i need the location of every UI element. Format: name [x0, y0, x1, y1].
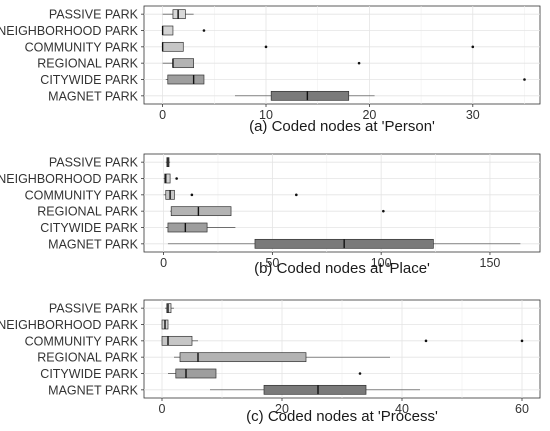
chart-title: (c) Coded nodes at 'Process' [246, 408, 438, 425]
chart-title: (a) Coded nodes at 'Person' [249, 118, 435, 135]
box-community-park [161, 41, 475, 52]
box-body [172, 9, 186, 20]
category-label-passive-park: PASSIVE PARK [49, 302, 139, 316]
x-tick-label: 30 [466, 108, 480, 122]
category-label-neighborhood-park: NEIGHBORHOOD PARK [0, 318, 139, 332]
box-community-park [163, 189, 298, 200]
outlier-point [357, 61, 361, 65]
outlier-point [358, 372, 362, 375]
category-label-neighborhood-park: NEIGHBORHOOD PARK [0, 24, 139, 38]
outlier-point [175, 177, 178, 180]
x-tick-label: 60 [515, 402, 529, 416]
x-tick-label: 150 [480, 256, 501, 270]
box-body [175, 368, 217, 379]
category-label-citywide-park: CITYWIDE PARK [40, 367, 138, 381]
box-body [179, 352, 307, 363]
category-label-community-park: COMMUNITY PARK [25, 40, 139, 54]
category-label-magnet-park: MAGNET PARK [48, 237, 138, 251]
category-label-magnet-park: MAGNET PARK [48, 89, 138, 103]
outlier-point [295, 193, 298, 197]
outlier-point [523, 78, 526, 81]
outlier-point [190, 193, 194, 197]
box-regional-park [162, 58, 361, 69]
category-label-citywide-park: CITYWIDE PARK [40, 73, 138, 87]
box-body [166, 303, 172, 314]
category-label-passive-park: PASSIVE PARK [49, 8, 139, 22]
category-label-citywide-park: CITYWIDE PARK [40, 221, 138, 235]
box-body [167, 222, 208, 233]
chart-panel-3: PASSIVE PARK NEIGHBORHOOD PARK COMMUNITY P… [0, 299, 541, 425]
box-neighborhood-park [163, 173, 178, 184]
box-passive-park [165, 303, 174, 314]
box-community-park [161, 335, 524, 346]
box-body [270, 90, 350, 101]
category-label-community-park: COMMUNITY PARK [25, 334, 139, 348]
box-body [167, 74, 205, 85]
x-tick-label: 100 [371, 256, 392, 270]
chart-title: (b) Coded nodes at 'Place' [254, 260, 430, 277]
category-label-community-park: COMMUNITY PARK [25, 188, 139, 202]
box-body [164, 173, 171, 184]
x-tick-label: 20 [362, 108, 376, 122]
plot-area [143, 5, 541, 105]
plot-area [143, 153, 541, 253]
x-tick-label: 0 [160, 256, 167, 270]
outlier-point [264, 45, 268, 49]
outlier-point [424, 339, 428, 343]
box-citywide-park [165, 74, 526, 85]
category-label-neighborhood-park: NEIGHBORHOOD PARK [0, 172, 139, 186]
category-label-regional-park: REGIONAL PARK [37, 57, 138, 71]
box-body [263, 384, 367, 395]
box-passive-park [165, 157, 171, 168]
category-label-magnet-park: MAGNET PARK [48, 383, 138, 397]
category-label-regional-park: REGIONAL PARK [37, 205, 138, 219]
x-tick-label: 0 [159, 402, 166, 416]
x-tick-label: 0 [159, 108, 166, 122]
x-tick-label: 40 [395, 402, 409, 416]
box-body [162, 25, 174, 36]
box-magnet-park [210, 384, 420, 395]
outlier-point [382, 209, 385, 213]
box-regional-park [170, 206, 385, 217]
x-tick-label: 50 [265, 256, 279, 270]
chart-panel-1: PASSIVE PARK NEIGHBORHOOD PARK COMMUNITY P… [0, 5, 541, 135]
box-neighborhood-park [161, 319, 169, 330]
box-regional-park [174, 352, 390, 363]
box-body [162, 41, 184, 52]
box-magnet-park [167, 238, 521, 249]
box-citywide-park [168, 368, 362, 379]
box-passive-park [162, 9, 194, 20]
box-body [161, 335, 193, 346]
chart-panel-2: PASSIVE PARK NEIGHBORHOOD PARK COMMUNITY P… [0, 153, 541, 277]
box-neighborhood-park [161, 25, 206, 36]
box-magnet-park [234, 90, 375, 101]
outlier-point [202, 29, 206, 32]
category-label-regional-park: REGIONAL PARK [37, 351, 138, 365]
category-label-passive-park: PASSIVE PARK [49, 156, 139, 170]
box-body [172, 58, 194, 69]
x-tick-label: 20 [275, 402, 289, 416]
box-body [170, 206, 232, 217]
box-citywide-park [165, 222, 236, 233]
outlier-point [471, 45, 475, 49]
x-tick-label: 10 [259, 108, 273, 122]
outlier-point [520, 339, 524, 343]
